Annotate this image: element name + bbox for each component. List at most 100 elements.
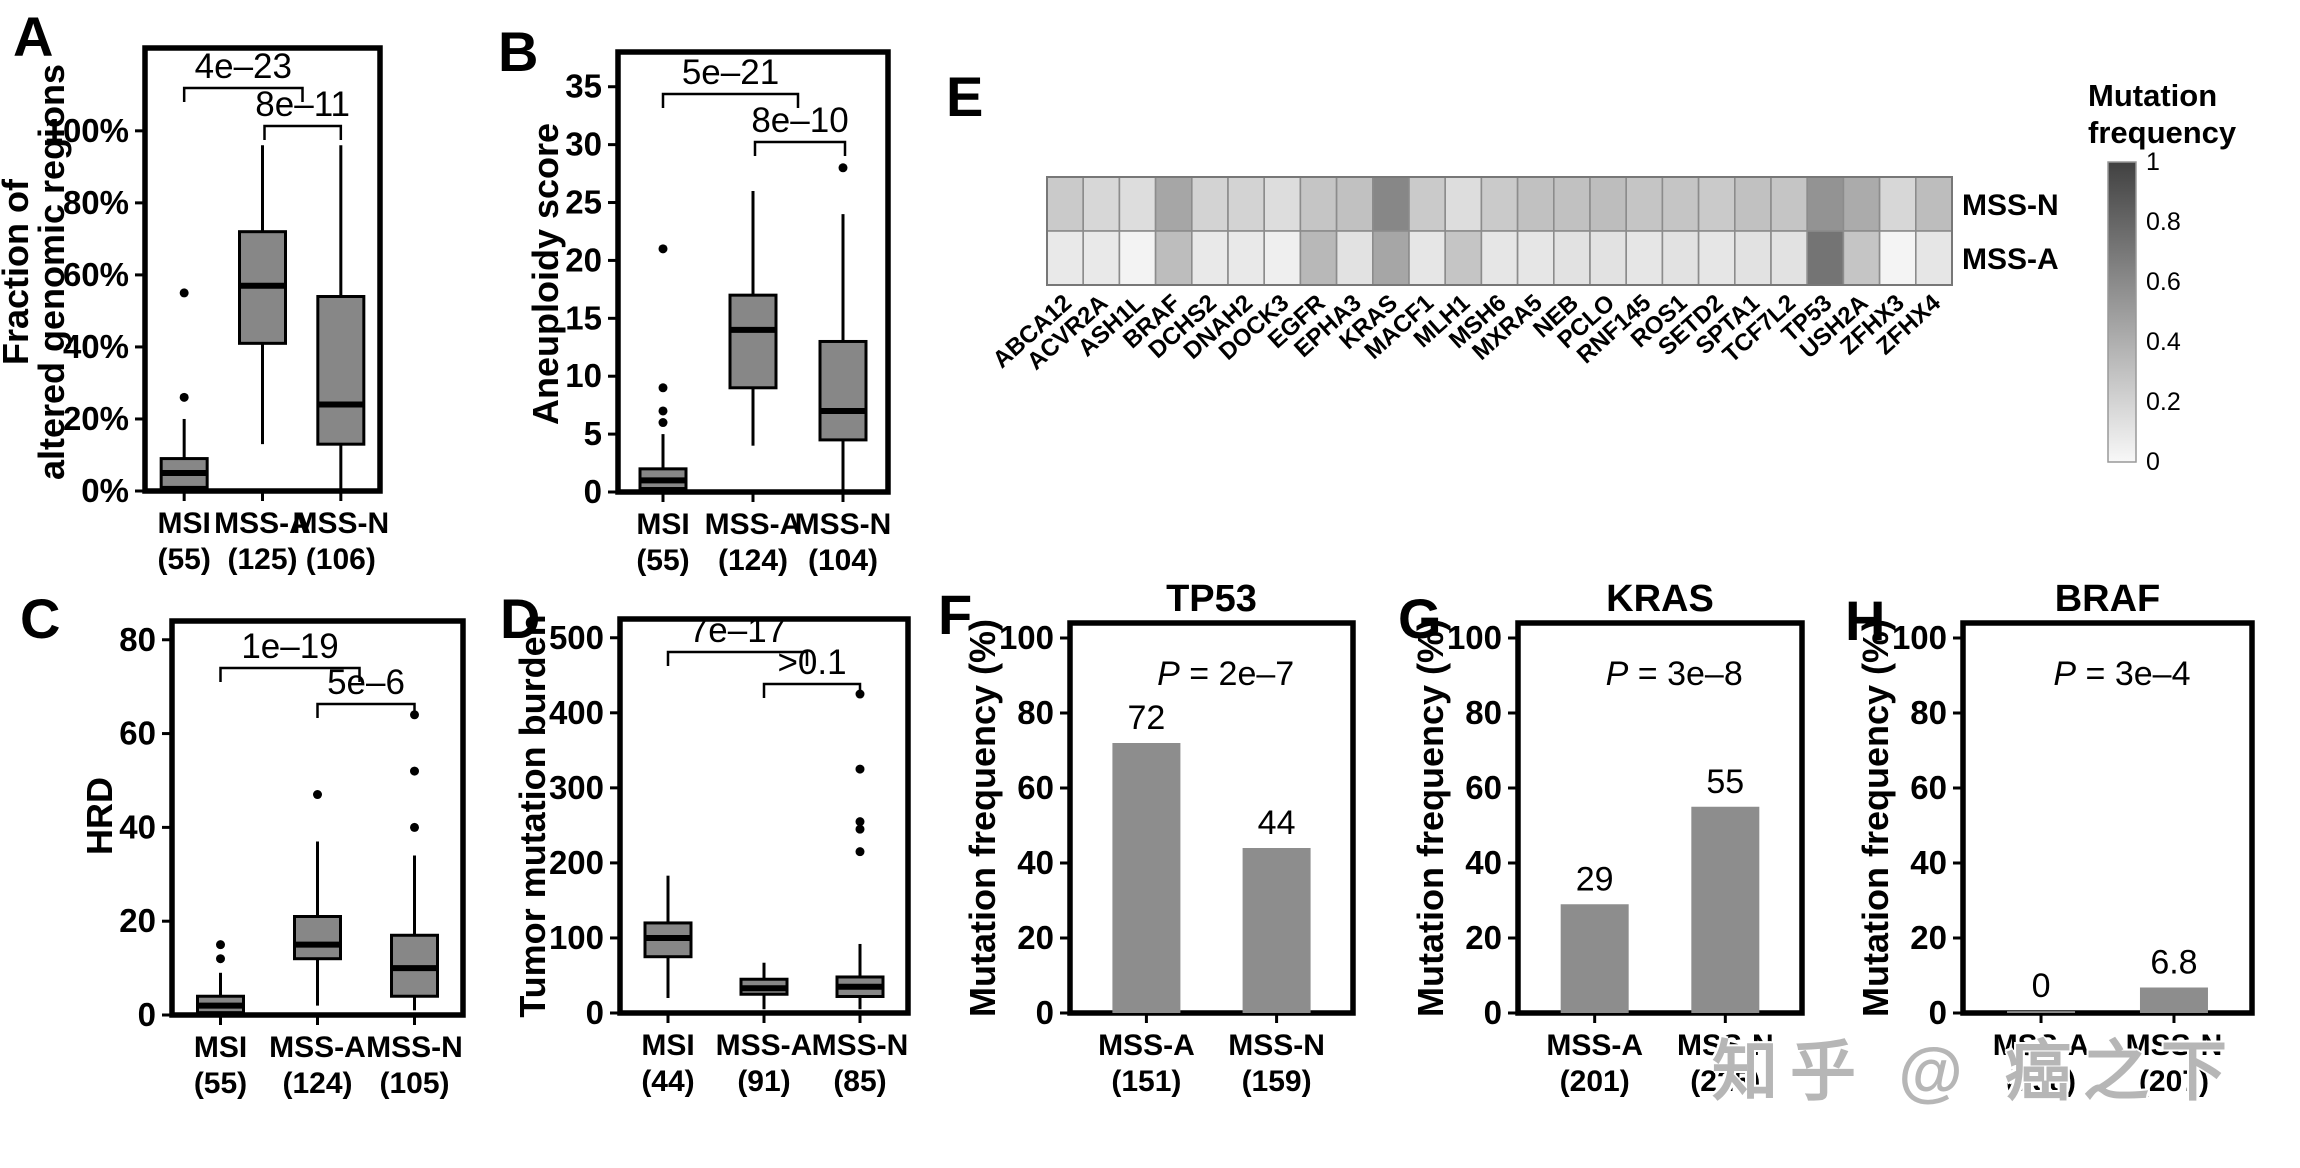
y-tick-label: 5 [584,415,602,452]
outlier-point [216,954,225,964]
bar-mss-n: 44 [1242,804,1311,1013]
heatmap-cell [1299,230,1338,286]
heatmap-cell [1154,230,1193,286]
y-axis-label: Mutation frequency (%) [1410,619,1451,1017]
group-label: MSS-N [795,508,892,541]
outlier-point [313,790,322,800]
heatmap-cell [1408,230,1447,286]
outlier-point [179,288,189,298]
heatmap-cell [1661,230,1700,286]
legend-title: frequency [2088,115,2237,150]
heatmap-cell [1770,176,1809,232]
heatmap-cell [1263,230,1302,286]
y-tick-label: 20 [119,902,156,939]
y-tick-label: 60 [1017,769,1054,806]
group-label: MSI [194,1031,247,1064]
y-tick-label: 100% [45,112,129,149]
boxplot-mss-a [238,145,287,445]
y-tick-label: 80 [119,621,156,658]
group-count: (55) [194,1067,247,1100]
y-tick-label: 100 [549,919,604,956]
group-label: MSS-A [214,507,311,540]
bar-value-label: 6.8 [2150,944,2197,982]
group-count: (151) [1111,1065,1181,1098]
group-label: MSS-N [1677,1029,1774,1062]
significance-label: 8e–10 [751,101,848,140]
heatmap-cell [1444,176,1483,232]
bar-rect [2007,1011,2076,1013]
group-count: (106) [306,543,376,576]
boxplot-mss-a [728,190,778,446]
outlier-point [838,163,848,173]
heatmap-cell [1191,230,1229,286]
outlier-point [658,406,668,416]
heatmap-cell [1553,176,1591,232]
heatmap-cell [1480,230,1519,286]
y-tick-label: 40 [1017,844,1054,881]
y-tick-label: 0 [586,994,604,1031]
y-tick-label: 60 [1465,769,1502,806]
bar-value-label: 0 [2032,967,2051,1005]
bar-rect [2139,987,2208,1013]
boxplot-mss-a [739,962,789,1010]
outlier-point [658,244,668,254]
panel-label-F: F [938,583,972,646]
y-tick-label: 40 [1465,844,1502,881]
heatmap-cell [1842,230,1881,286]
bar-rect [1691,806,1760,1013]
group-label: MSI [636,508,689,541]
boxplot-msi [196,940,245,1015]
group-count: (104) [808,544,878,577]
y-axis-label: Mutation frequency (%) [962,619,1003,1017]
heatmap-cell [1082,230,1121,286]
boxplot-mss-n [316,145,366,491]
y-tick-label: 20 [1910,919,1947,956]
heatmap-cell [1661,176,1700,232]
heatmap-cell [1118,230,1157,286]
heatmap-cell [1046,176,1085,232]
y-tick-label: 0 [1036,994,1054,1031]
y-tick-label: 60% [63,256,129,293]
bar-mss-n: 6.8 [2139,944,2208,1013]
y-axis-label: Mutation frequency (%) [1855,619,1896,1017]
y-tick-label: 80 [1017,694,1054,731]
plot-frame [1960,620,2255,1016]
panel-label-C: C [20,587,60,650]
heatmap-cell [1915,176,1953,232]
heatmap-cell [1625,230,1664,286]
bar-value-label: 29 [1576,860,1614,898]
group-label: MSS-N [2126,1029,2223,1062]
heatmap-cell [1154,176,1193,232]
y-tick-label: 0 [1484,994,1502,1031]
bar-mss-a: 29 [1560,860,1629,1013]
heatmap-cell [1806,176,1845,232]
heatmap-cell [1516,176,1555,232]
y-tick-label: 500 [549,619,604,656]
group-count: (207) [2139,1065,2209,1098]
significance-bracket [661,92,800,108]
y-tick-label: 0 [1929,994,1947,1031]
y-tick-label: 400 [549,694,604,731]
boxplot-mss-n [835,689,885,1010]
heatmap-cell [1335,176,1374,232]
heatmap-cell [1734,176,1772,232]
heatmap-cell [1625,176,1664,232]
panel-label-G: G [1398,587,1442,650]
bar-value-label: 72 [1127,699,1165,737]
outlier-point [855,824,865,834]
y-tick-label: 15 [565,299,602,336]
boxplot-msi [638,244,688,492]
y-tick-label: 40% [63,328,129,365]
outlier-point [855,817,865,827]
boxplot-mss-n [818,163,868,490]
panel-label-H: H [1845,589,1885,652]
bar-mss-a: 72 [1112,699,1181,1013]
heatmap-cell [1335,230,1374,286]
group-label: MSS-N [292,507,389,540]
significance-bracket [316,702,416,718]
significance-bracket [666,650,809,666]
y-tick-label: 100 [1447,619,1502,656]
